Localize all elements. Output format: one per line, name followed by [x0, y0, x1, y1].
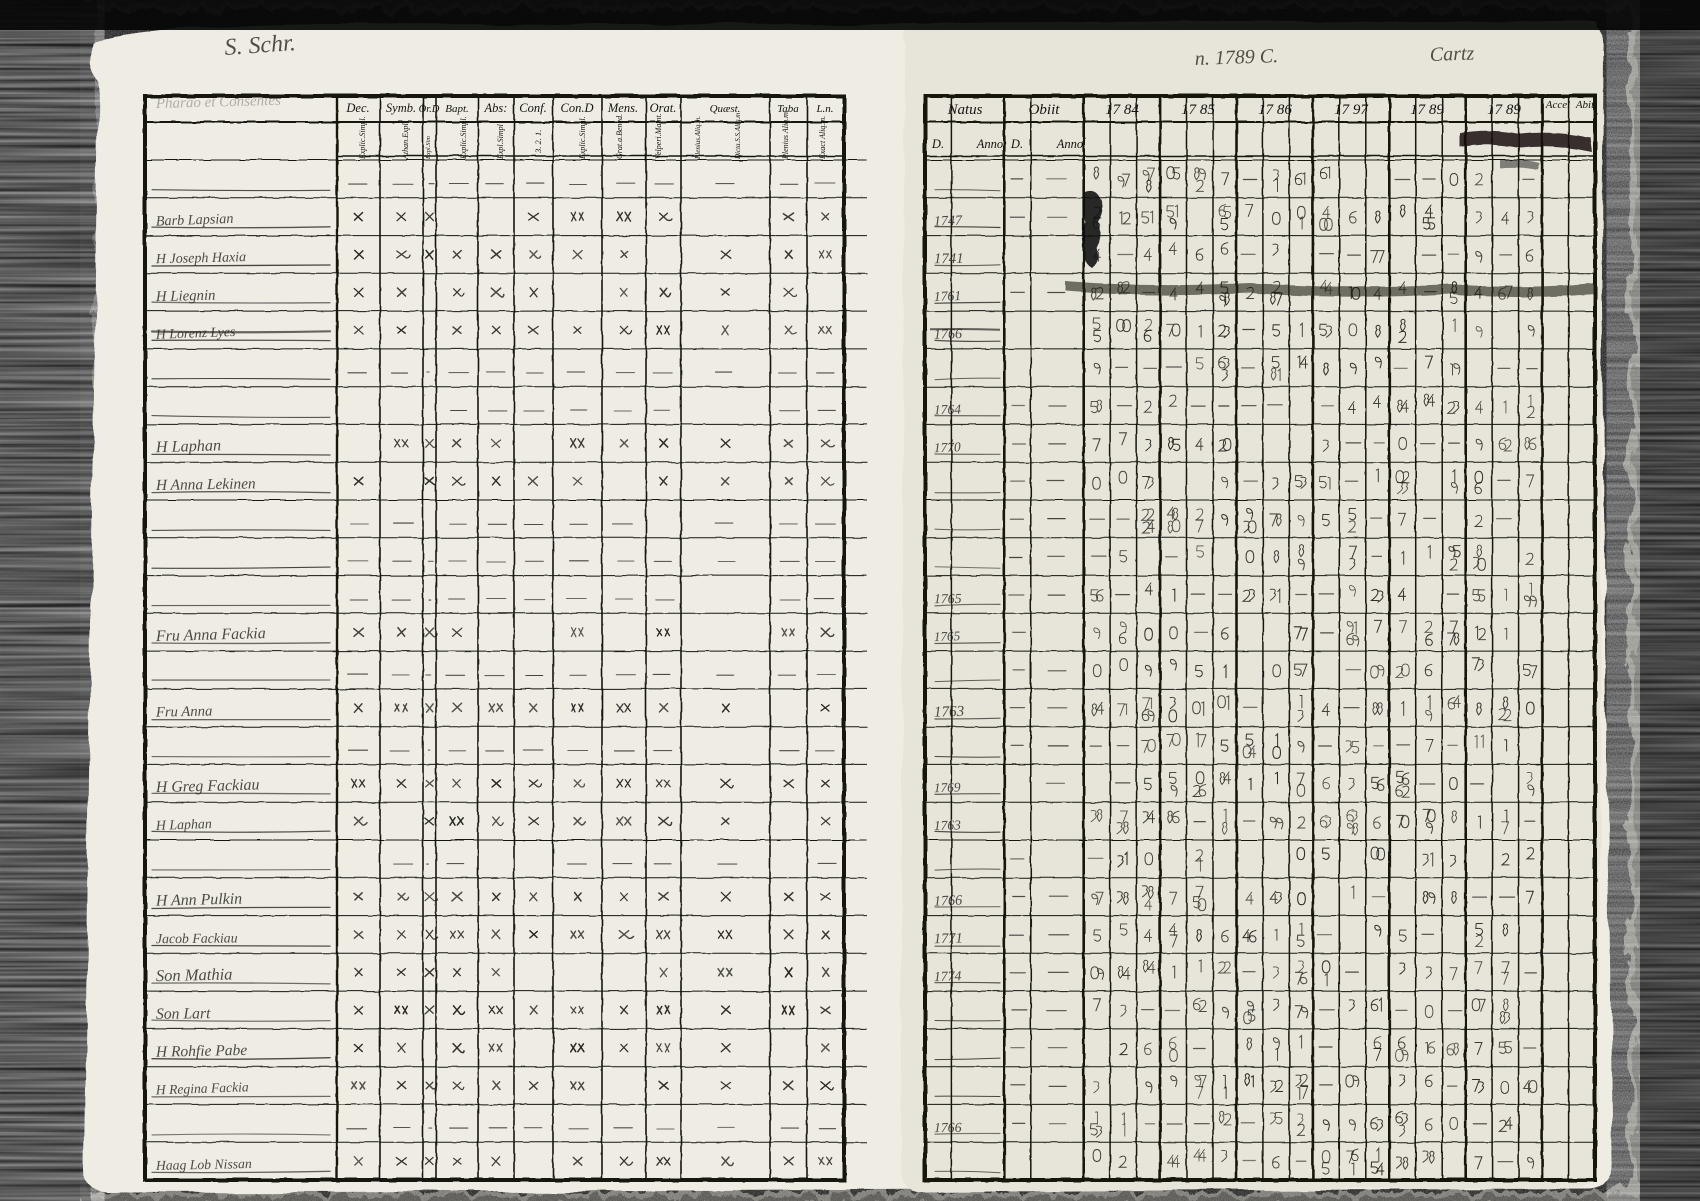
svg-text:Cartz: Cartz	[1429, 42, 1474, 66]
svg-text:n. 1789 C.: n. 1789 C.	[1194, 45, 1278, 70]
svg-text:S. Schr.: S. Schr.	[224, 30, 297, 61]
